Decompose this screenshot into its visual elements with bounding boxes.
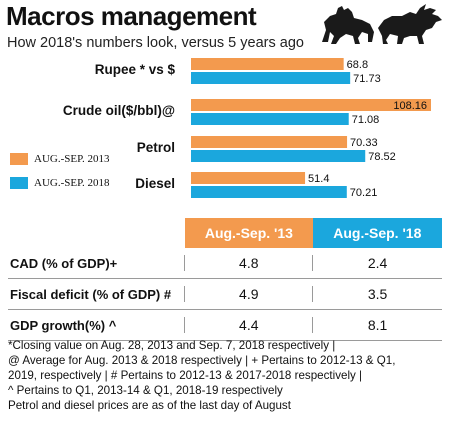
- row-label-gdp-growth: GDP growth(%) ^: [10, 317, 117, 333]
- data-label: 70.21: [350, 187, 378, 199]
- bar-2013: [191, 172, 306, 184]
- footnote-line: @ Average for Aug. 2013 & 2018 respectiv…: [8, 354, 396, 367]
- bull-icon: [378, 4, 442, 44]
- row-value-gdp-2018: 8.1: [312, 317, 442, 333]
- footnote-line: Petrol and diesel prices are as of the l…: [8, 399, 291, 412]
- category-label: Petrol: [137, 140, 175, 155]
- bar-2018: [191, 150, 366, 162]
- data-label: 51.4: [308, 173, 329, 185]
- footnotes: *Closing value on Aug. 28, 2013 and Sep.…: [8, 338, 444, 413]
- legend-label-2018: AUG.-SEP. 2018: [34, 177, 110, 189]
- category-label: Diesel: [135, 176, 175, 191]
- row-value-gdp-2013: 4.4: [184, 317, 312, 333]
- data-label: 71.08: [352, 114, 380, 126]
- legend-item-2013: AUG.-SEP. 2013: [10, 150, 109, 168]
- page-subtitle: How 2018's numbers look, versus 5 years …: [7, 35, 304, 51]
- data-label: 68.8: [347, 59, 368, 71]
- macro-table: Aug.-Sep. '13 Aug.-Sep. '18 CAD (% of GD…: [8, 218, 442, 341]
- table-header-2013: Aug.-Sep. '13: [185, 218, 313, 248]
- page-title: Macros management: [6, 1, 257, 31]
- row-value-cad-2018: 2.4: [312, 255, 442, 271]
- row-label-fiscal-deficit: Fiscal deficit (% of GDP) #: [10, 286, 172, 302]
- data-label: 70.33: [350, 137, 378, 149]
- footnote-line: *Closing value on Aug. 28, 2013 and Sep.…: [8, 339, 336, 352]
- row-value-fiscal-2013: 4.9: [184, 286, 312, 302]
- row-label-cad: CAD (% of GDP)+: [10, 255, 118, 271]
- footnote-line: ^ Pertains to Q1, 2013-14 & Q1, 2018-19 …: [8, 384, 283, 397]
- row-value-cad-2013: 4.8: [184, 255, 312, 271]
- chart-legend: AUG.-SEP. 2013 AUG.-SEP. 2018: [10, 150, 109, 198]
- table-row: Fiscal deficit (% of GDP) # 4.9 3.5: [8, 279, 442, 310]
- legend-swatch-2018: [10, 177, 28, 189]
- bar-2018: [191, 186, 347, 198]
- category-label: Rupee * vs $: [95, 62, 176, 77]
- bar-2018: [191, 72, 351, 84]
- footnote-line: 2019, respectively | # Pertains to 2012-…: [8, 369, 363, 382]
- legend-item-2018: AUG.-SEP. 2018: [10, 174, 109, 192]
- bar-2013: [191, 99, 431, 111]
- table-row: CAD (% of GDP)+ 4.8 2.4: [8, 248, 442, 279]
- legend-label-2013: AUG.-SEP. 2013: [34, 153, 110, 165]
- data-label: 108.16: [393, 100, 427, 112]
- bear-icon: [322, 6, 374, 44]
- category-label: Crude oil($/bbl)@: [63, 103, 175, 118]
- table-row: GDP growth(%) ^ 4.4 8.1: [8, 310, 442, 341]
- table-header-row: Aug.-Sep. '13 Aug.-Sep. '18: [8, 218, 442, 248]
- table-header-2018: Aug.-Sep. '18: [312, 218, 442, 248]
- data-label: 71.73: [353, 73, 381, 85]
- bar-2013: [191, 136, 348, 148]
- legend-swatch-2013: [10, 153, 28, 165]
- bar-chart: Rupee * vs $ Crude oil($/bbl)@ Petrol Diese…: [63, 58, 431, 199]
- row-value-fiscal-2018: 3.5: [312, 286, 442, 302]
- data-label: 78.52: [368, 151, 396, 163]
- bar-2018: [191, 113, 349, 125]
- bar-2013: [191, 58, 344, 70]
- bull-bear-illustration: [322, 4, 442, 44]
